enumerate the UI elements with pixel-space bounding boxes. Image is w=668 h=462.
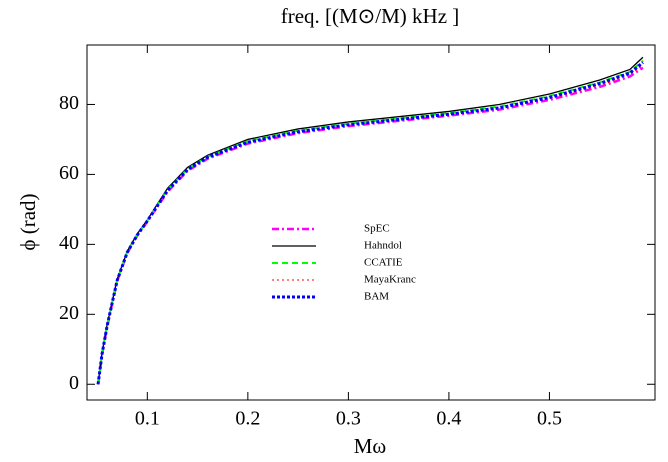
x-tick-label: 0.5 <box>537 408 562 430</box>
plot-frame <box>86 44 656 401</box>
x-axis-label: Mω <box>354 434 387 458</box>
series-line <box>97 56 644 385</box>
legend-label: SpEC <box>364 223 390 235</box>
legend-label: BAM <box>364 291 389 303</box>
x-tick-label: 0.1 <box>135 408 160 430</box>
y-tick-label: 20 <box>59 302 79 324</box>
x-tick-label: 0.2 <box>235 408 260 430</box>
y-tick-label: 80 <box>59 92 79 114</box>
chart-title: freq. [(M⊙/M) kHz ] <box>281 4 460 28</box>
series-line <box>96 61 644 385</box>
legend-label: MayaKranc <box>364 274 416 286</box>
x-tick-label: 0.4 <box>436 408 461 430</box>
y-tick-label: 40 <box>59 232 79 254</box>
y-tick-label: 60 <box>59 162 79 184</box>
y-tick-label: 0 <box>69 372 79 394</box>
legend-label: CCATIE <box>364 257 403 269</box>
legend-label: Hahndol <box>364 240 402 252</box>
y-axis-label: ϕ (rad) <box>16 193 40 250</box>
x-tick-label: 0.3 <box>336 408 361 430</box>
